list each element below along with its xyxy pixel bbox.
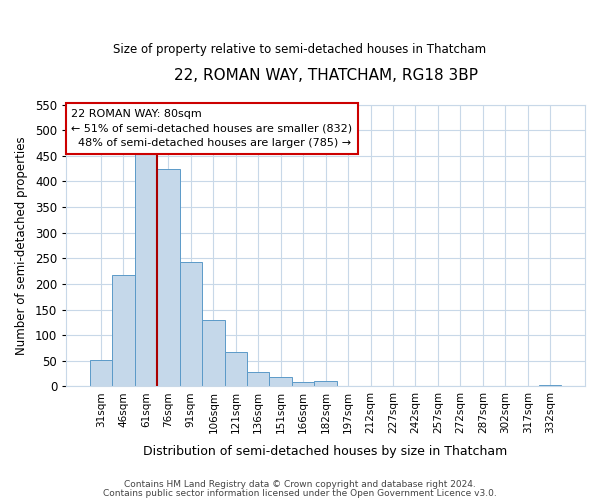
- Text: Contains HM Land Registry data © Crown copyright and database right 2024.: Contains HM Land Registry data © Crown c…: [124, 480, 476, 489]
- Bar: [269, 377, 292, 386]
- Bar: [247, 372, 269, 386]
- Text: Size of property relative to semi-detached houses in Thatcham: Size of property relative to semi-detach…: [113, 42, 487, 56]
- Bar: [292, 382, 314, 386]
- Y-axis label: Number of semi-detached properties: Number of semi-detached properties: [15, 136, 28, 355]
- Bar: [314, 382, 337, 386]
- Title: 22, ROMAN WAY, THATCHAM, RG18 3BP: 22, ROMAN WAY, THATCHAM, RG18 3BP: [173, 68, 478, 82]
- Bar: [135, 150, 157, 386]
- Bar: [90, 360, 112, 386]
- Text: 22 ROMAN WAY: 80sqm
← 51% of semi-detached houses are smaller (832)
  48% of sem: 22 ROMAN WAY: 80sqm ← 51% of semi-detach…: [71, 108, 353, 148]
- Bar: [112, 274, 135, 386]
- Bar: [179, 262, 202, 386]
- Text: Contains public sector information licensed under the Open Government Licence v3: Contains public sector information licen…: [103, 488, 497, 498]
- Bar: [202, 320, 224, 386]
- Bar: [157, 168, 179, 386]
- Bar: [224, 352, 247, 386]
- X-axis label: Distribution of semi-detached houses by size in Thatcham: Distribution of semi-detached houses by …: [143, 444, 508, 458]
